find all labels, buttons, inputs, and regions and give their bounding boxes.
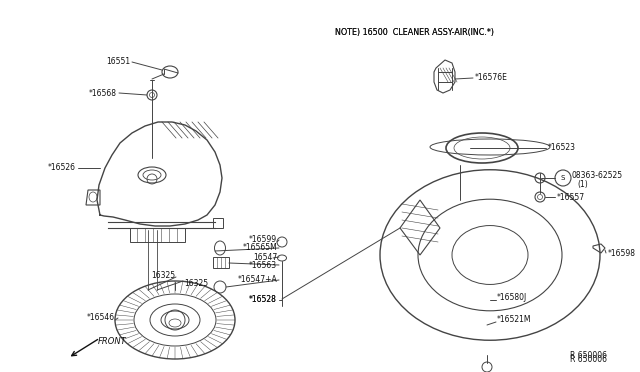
Text: *16576E: *16576E: [475, 74, 508, 83]
Text: 16551: 16551: [106, 58, 130, 67]
Text: *16546: *16546: [87, 314, 115, 323]
Text: *16528: *16528: [249, 295, 277, 304]
Text: R 650006: R 650006: [570, 356, 607, 365]
Text: R 650006: R 650006: [570, 352, 607, 360]
Text: *16568: *16568: [89, 89, 117, 97]
Text: *16599: *16599: [249, 235, 277, 244]
Text: 16547: 16547: [253, 253, 277, 262]
Text: (1): (1): [577, 180, 588, 189]
Text: *16580J: *16580J: [497, 294, 527, 302]
Text: *16563: *16563: [249, 260, 277, 269]
Text: NOTE) 16500  CLEANER ASSY-AIR(INC.*): NOTE) 16500 CLEANER ASSY-AIR(INC.*): [335, 28, 494, 36]
Text: *16523: *16523: [548, 144, 576, 153]
Text: 16325: 16325: [151, 270, 175, 279]
Text: 08363-62525: 08363-62525: [572, 170, 623, 180]
Text: S: S: [561, 175, 565, 181]
Text: NOTE) 16500  CLEANER ASSY-AIR(INC.*): NOTE) 16500 CLEANER ASSY-AIR(INC.*): [335, 28, 494, 36]
Text: FRONT: FRONT: [98, 337, 127, 346]
Text: 16325: 16325: [184, 279, 208, 288]
Text: *16521M: *16521M: [497, 315, 531, 324]
Text: *16526: *16526: [48, 164, 76, 173]
Text: *16528: *16528: [249, 295, 277, 305]
Text: *16565M: *16565M: [243, 244, 277, 253]
Text: *16557: *16557: [557, 192, 585, 202]
Text: *16598: *16598: [608, 248, 636, 257]
Text: *16547+A: *16547+A: [237, 276, 277, 285]
